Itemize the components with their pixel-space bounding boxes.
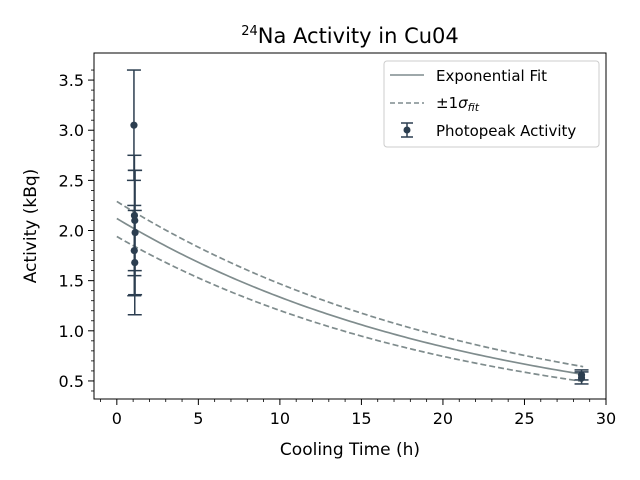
fit-lower-band-line (116, 235, 584, 383)
y-tick-label: 3.5 (59, 71, 84, 90)
y-tick-label: 2.0 (59, 222, 84, 241)
axis-ticks: 0 5 10 15 20 25 30 0.5 1.0 1.5 2.0 2.5 3.0 3.5 (59, 69, 616, 428)
legend-label-sigma: ±1σfit (436, 94, 480, 114)
x-tick-label: 20 (433, 409, 453, 428)
plot-area (116, 69, 589, 385)
data-marker (577, 374, 586, 382)
y-tick-label: 1.5 (59, 272, 84, 291)
data-marker (131, 259, 139, 267)
x-tick-label: 5 (193, 409, 203, 428)
data-marker (130, 121, 138, 129)
x-tick-label: 25 (514, 409, 534, 428)
legend-label-fit: Exponential Fit (436, 67, 547, 85)
y-tick-label: 0.5 (59, 372, 84, 391)
legend-errorbar-swatch (401, 122, 413, 138)
x-tick-label: 15 (351, 409, 371, 428)
legend-box (383, 60, 600, 148)
x-tick-label: 30 (596, 409, 616, 428)
exponential-fit-line (116, 217, 584, 376)
title-superscript: 24 (241, 24, 258, 39)
y-tick-label: 1.0 (59, 322, 84, 341)
legend-sigma-symbol: σ (458, 94, 468, 112)
fit-upper-band-line (116, 200, 584, 368)
legend: Exponential Fit ±1σfit Photopeak Activit… (383, 60, 600, 148)
x-axis-label: Cooling Time (h) (280, 440, 420, 460)
plot-frame (93, 52, 607, 400)
chart-title: 24Na Activity in Cu04 (241, 24, 459, 48)
title-main: Na Activity in Cu04 (258, 24, 459, 48)
y-axis-label: Activity (kBq) (21, 169, 41, 284)
y-tick-label: 3.0 (59, 121, 84, 140)
data-point (127, 209, 142, 316)
legend-sigma-prefix: ±1 (436, 94, 458, 112)
legend-label-photopeak: Photopeak Activity (436, 122, 576, 140)
x-tick-label: 10 (270, 409, 290, 428)
x-tick-label: 0 (112, 409, 122, 428)
y-tick-label: 2.5 (59, 171, 84, 190)
data-point (574, 371, 589, 385)
legend-sigma-subscript: fit (468, 101, 480, 114)
